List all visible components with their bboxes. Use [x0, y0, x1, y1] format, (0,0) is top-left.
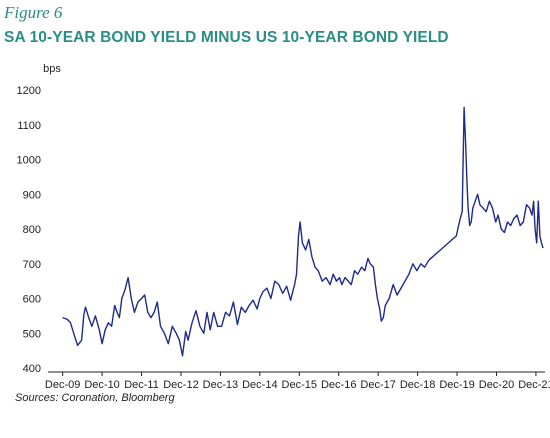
- x-tick-label: Dec-19: [439, 379, 474, 391]
- x-tick-label: Dec-12: [163, 379, 198, 391]
- x-tick-label: Dec-20: [479, 379, 514, 391]
- y-tick-label: 1000: [17, 155, 41, 167]
- y-axis-ticks: 400 500 600 700 800 900 1000 1100 1200: [17, 85, 41, 375]
- y-tick-label: 700: [23, 259, 41, 271]
- y-tick-label: 1200: [17, 85, 41, 97]
- chart-title: SA 10-YEAR BOND YIELD MINUS US 10-YEAR B…: [4, 29, 449, 46]
- x-tick-label: Dec-09: [45, 379, 80, 391]
- y-tick-label: 500: [23, 328, 41, 340]
- x-tick-label: Dec-11: [124, 379, 159, 391]
- x-tick-label: Dec-17: [360, 379, 395, 391]
- x-tick-label: Dec-14: [242, 379, 277, 391]
- x-tick-label: Dec-16: [321, 379, 356, 391]
- x-axis-ticks: Dec-09 Dec-10 Dec-11 Dec-12 Dec-13 Dec-14 Dec-…: [45, 372, 550, 391]
- y-tick-label: 900: [23, 189, 41, 201]
- x-tick-label: Dec-15: [282, 379, 317, 391]
- x-tick-label: Dec-10: [84, 379, 119, 391]
- y-axis-label: bps: [43, 63, 61, 75]
- figure-label: Figure 6: [4, 3, 63, 22]
- y-tick-label: 800: [23, 224, 41, 236]
- series-line: [62, 106, 544, 357]
- y-tick-label: 400: [23, 363, 41, 375]
- y-tick-label: 1100: [17, 120, 41, 132]
- x-tick-label: Dec-13: [203, 379, 238, 391]
- x-tick-label: Dec-21: [518, 379, 550, 391]
- y-tick-label: 600: [23, 294, 41, 306]
- x-tick-label: Dec-18: [400, 379, 435, 391]
- source-note: Sources: Coronation, Bloomberg: [15, 392, 175, 404]
